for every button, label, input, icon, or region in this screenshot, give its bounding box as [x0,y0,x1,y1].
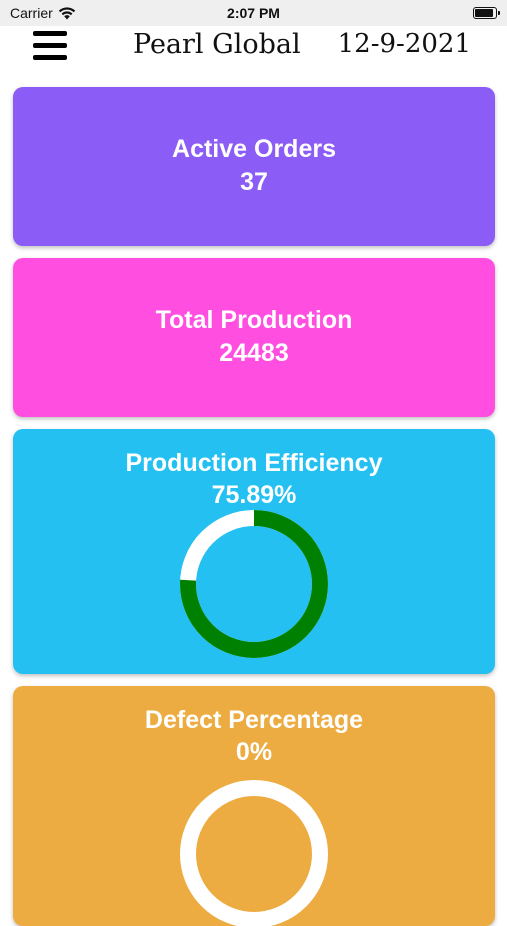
total-production-label: Total Production [155,306,353,334]
active-orders-label: Active Orders [172,135,336,163]
app-header: Pearl Global 12-9-2021 [0,26,507,70]
carrier-indicator: Carrier [10,5,76,21]
active-orders-value: 37 [240,168,268,196]
status-time: 2:07 PM [227,5,280,21]
defect-percentage-value: 0% [235,738,273,766]
hamburger-menu-icon[interactable] [33,31,67,61]
defect-percentage-label: Defect Percentage [144,706,364,734]
wifi-icon [58,6,75,19]
efficiency-ring-fill [180,510,328,658]
total-production-card[interactable]: Total Production 24483 [13,258,495,417]
active-orders-card[interactable]: Active Orders 37 [13,87,495,246]
defect-percentage-card[interactable]: Defect Percentage 0% [13,686,495,926]
production-efficiency-card[interactable]: Production Efficiency 75.89% [13,429,495,674]
total-production-value: 24483 [219,339,289,367]
carrier-label: Carrier [10,5,53,21]
defect-percentage-ring [180,780,328,926]
header-date: 12-9-2021 [337,29,471,59]
status-bar: Carrier 2:07 PM [0,0,507,26]
production-efficiency-label: Production Efficiency [125,449,383,477]
production-efficiency-value: 75.89% [211,481,297,509]
app-title: Pearl Global [133,29,301,60]
production-efficiency-ring [180,510,328,658]
battery-icon [473,7,500,19]
defect-ring-track [180,780,328,926]
